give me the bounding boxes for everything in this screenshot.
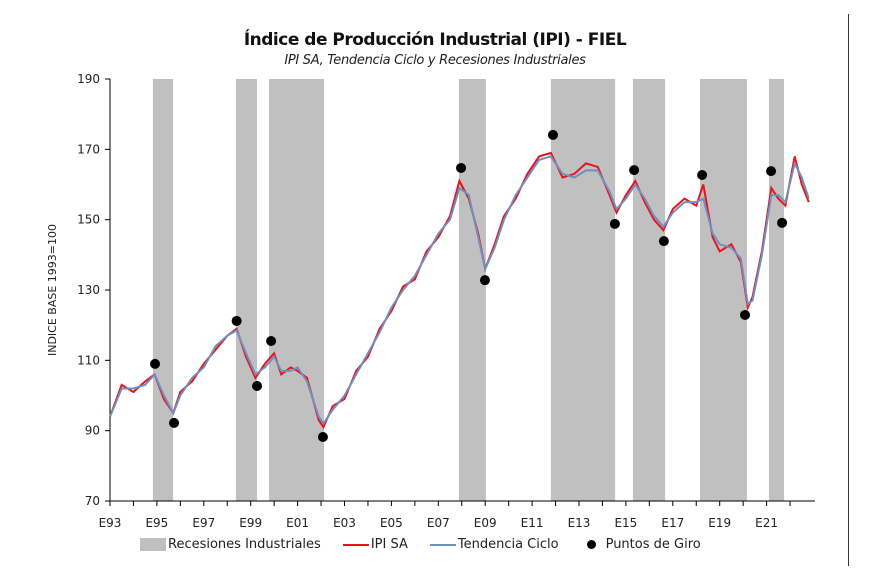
x-tick-label: E13 (568, 516, 591, 530)
legend-label: Recesiones Industriales (168, 537, 321, 552)
legend-label: IPI SA (370, 537, 408, 552)
recession-band (700, 79, 747, 501)
trend-swatch (429, 543, 456, 546)
x-tick-label: E09 (474, 516, 497, 530)
y-tick-label: 70 (85, 494, 100, 508)
chart-title: Índice de Producción Industrial (IPI) - … (243, 30, 627, 50)
turning-point (697, 170, 708, 181)
frame-border (848, 14, 849, 566)
turning-point (150, 358, 161, 369)
legend-trend: Tendencia Ciclo (429, 537, 559, 552)
x-tick-label: E11 (521, 516, 544, 530)
recession-band (268, 79, 325, 501)
turning-point (777, 217, 788, 228)
x-tick-label: E07 (427, 516, 450, 530)
recession-band (152, 79, 174, 501)
x-tick-label: E19 (708, 516, 731, 530)
y-axis-label: INDICE BASE 1993=100 (46, 224, 59, 356)
turning-point (169, 417, 180, 428)
x-tick-label: E03 (333, 516, 356, 530)
legend: Recesiones Industriales IPI SA Tendencia… (140, 537, 723, 552)
turning-point (266, 335, 277, 346)
turning-point (252, 381, 263, 392)
legend-label: Tendencia Ciclo (457, 537, 559, 552)
recession-swatch (140, 538, 166, 551)
turning-point (317, 431, 328, 442)
y-tick-label: 110 (77, 353, 100, 367)
y-tick-label: 130 (77, 283, 100, 297)
x-tick-label: E95 (145, 516, 168, 530)
x-tick-label: E05 (380, 516, 403, 530)
y-tick-label: 150 (77, 213, 100, 227)
turning-point (766, 166, 777, 177)
trend-cycle-line (109, 155, 810, 426)
y-tick-label: 90 (85, 424, 100, 438)
turning-point (740, 309, 751, 320)
y-tick-label: 170 (77, 142, 100, 156)
x-tick-label: E17 (661, 516, 684, 530)
turning-point (479, 275, 490, 286)
recession-band (550, 79, 616, 501)
turning-point (629, 165, 640, 176)
ipi-swatch (342, 543, 369, 546)
turning-point (456, 162, 467, 173)
recession-band (768, 79, 784, 501)
recession-band (632, 79, 666, 501)
point-swatch (586, 540, 596, 549)
legend-ipi: IPI SA (342, 537, 408, 552)
turning-point (547, 129, 558, 140)
y-tick-label: 190 (77, 72, 100, 86)
turning-point (609, 218, 620, 229)
recession-band (458, 79, 486, 501)
x-tick-label: E93 (99, 516, 122, 530)
chart-subtitle: IPI SA, Tendencia Ciclo y Recesiones Ind… (284, 53, 586, 68)
x-tick-label: E99 (239, 516, 262, 530)
legend-recessions: Recesiones Industriales (140, 537, 321, 552)
turning-point (231, 315, 242, 326)
x-tick-label: E01 (286, 516, 309, 530)
x-tick-label: E97 (192, 516, 215, 530)
turning-point (658, 236, 669, 247)
legend-label: Puntos de Giro (605, 537, 701, 552)
x-tick-label: E15 (614, 516, 637, 530)
x-tick-label: E21 (755, 516, 778, 530)
legend-points: Puntos de Giro (581, 537, 701, 552)
recession-band (235, 79, 258, 501)
